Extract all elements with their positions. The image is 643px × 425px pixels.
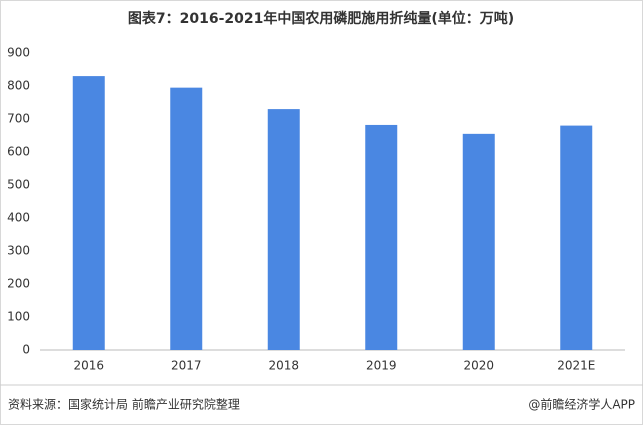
chart-title: 图表7：2016-2021年中国农用磷肥施用折纯量(单位：万吨) bbox=[128, 10, 514, 27]
bar bbox=[267, 109, 300, 350]
y-tick-label: 100 bbox=[7, 310, 30, 324]
y-tick-label: 900 bbox=[7, 46, 30, 60]
bar bbox=[462, 133, 495, 350]
y-tick-label: 700 bbox=[7, 112, 30, 126]
y-tick-label: 400 bbox=[7, 211, 30, 225]
x-tick-label: 2016 bbox=[73, 359, 104, 373]
source: 资料来源：国家统计局 前瞻产业研究院整理 bbox=[8, 397, 240, 412]
bar bbox=[365, 124, 398, 350]
x-tick-label: 2018 bbox=[268, 359, 299, 373]
y-tick-label: 200 bbox=[7, 277, 30, 291]
x-tick-label: 2021E bbox=[557, 359, 595, 373]
y-tick-label: 600 bbox=[7, 145, 30, 159]
bar bbox=[170, 87, 203, 351]
x-tick-label: 2017 bbox=[171, 359, 202, 373]
y-tick-label: 500 bbox=[7, 178, 30, 192]
bar bbox=[72, 76, 105, 350]
bar bbox=[560, 125, 593, 350]
y-tick-label: 0 bbox=[22, 343, 30, 357]
x-tick-label: 2019 bbox=[366, 359, 397, 373]
y-tick-label: 800 bbox=[7, 79, 30, 93]
y-tick-label: 300 bbox=[7, 244, 30, 258]
brand: @前瞻经济学人APP bbox=[528, 397, 635, 412]
x-tick-label: 2020 bbox=[463, 359, 494, 373]
